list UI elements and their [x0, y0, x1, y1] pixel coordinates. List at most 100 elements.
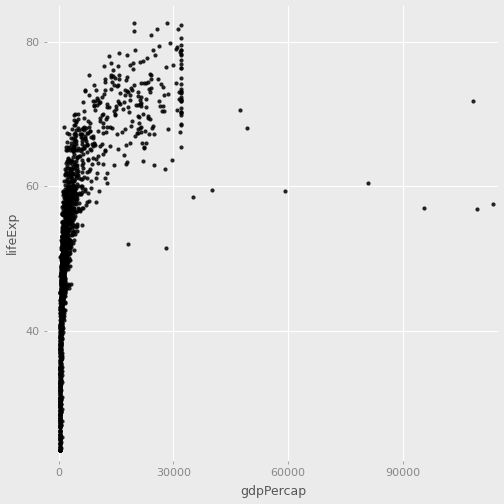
Point [74, 204, 82, 212]
Point [56, 363, 65, 371]
Point [61, 255, 69, 263]
Point [81, 135, 89, 143]
Point [64, 214, 72, 222]
Point [56, 363, 64, 371]
Point [59, 263, 68, 271]
Point [58, 282, 67, 290]
Point [58, 296, 67, 304]
Point [60, 244, 69, 253]
Point [57, 352, 65, 360]
Point [56, 365, 64, 373]
Point [56, 319, 65, 327]
Point [91, 106, 99, 114]
Point [58, 258, 66, 266]
Point [60, 259, 68, 267]
Point [71, 186, 79, 195]
Point [59, 277, 68, 285]
Point [104, 51, 112, 59]
Point [58, 232, 66, 240]
Point [132, 101, 140, 109]
Point [55, 394, 64, 402]
Point [56, 378, 64, 386]
Point [473, 205, 481, 213]
Point [80, 123, 88, 131]
Point [67, 184, 75, 193]
Point [57, 354, 66, 362]
Point [56, 344, 64, 352]
Point [63, 193, 71, 201]
Point [56, 333, 65, 341]
Point [64, 240, 72, 248]
Point [55, 446, 64, 454]
Point [55, 444, 64, 452]
Point [62, 255, 71, 263]
Point [63, 194, 71, 202]
Point [57, 309, 65, 317]
Point [59, 286, 67, 294]
Point [66, 165, 74, 173]
Point [243, 124, 251, 133]
Point [62, 146, 70, 154]
Point [56, 300, 65, 308]
Point [70, 184, 78, 192]
Point [148, 124, 156, 132]
Point [56, 376, 65, 384]
Point [177, 60, 185, 68]
Point [61, 231, 69, 239]
Point [61, 230, 70, 238]
Point [56, 316, 65, 324]
Point [57, 258, 66, 266]
Point [61, 208, 69, 216]
Point [71, 121, 79, 130]
Point [57, 238, 66, 246]
Point [127, 139, 135, 147]
Point [67, 280, 75, 288]
Point [58, 254, 67, 262]
Point [57, 341, 65, 349]
Point [55, 446, 64, 454]
Point [60, 219, 69, 227]
Point [55, 395, 64, 403]
Point [66, 257, 74, 265]
Point [68, 224, 76, 232]
Point [57, 308, 66, 316]
Point [90, 140, 98, 148]
Point [57, 303, 65, 311]
Point [58, 228, 66, 236]
Point [67, 218, 75, 226]
Point [56, 337, 65, 345]
Point [72, 174, 80, 182]
Point [62, 240, 70, 248]
Point [55, 446, 64, 454]
Point [61, 207, 70, 215]
Point [56, 290, 65, 298]
Point [57, 266, 65, 274]
Point [68, 125, 76, 133]
Point [63, 192, 71, 200]
Point [59, 287, 67, 295]
Point [57, 315, 65, 323]
Point [58, 294, 67, 302]
Point [57, 297, 65, 305]
Point [55, 446, 64, 454]
Point [62, 191, 71, 199]
Point [59, 255, 68, 263]
Point [64, 225, 72, 233]
Point [177, 111, 185, 119]
Point [94, 96, 102, 104]
Point [58, 305, 66, 313]
Point [64, 202, 72, 210]
Point [147, 75, 155, 83]
Point [57, 307, 66, 315]
Point [59, 227, 67, 235]
Point [57, 272, 66, 280]
Point [56, 305, 65, 313]
Point [56, 369, 64, 377]
Point [60, 202, 68, 210]
Point [59, 194, 68, 202]
Point [70, 176, 78, 184]
Point [59, 261, 68, 269]
Point [62, 217, 71, 225]
Point [107, 71, 115, 79]
Point [57, 310, 65, 318]
